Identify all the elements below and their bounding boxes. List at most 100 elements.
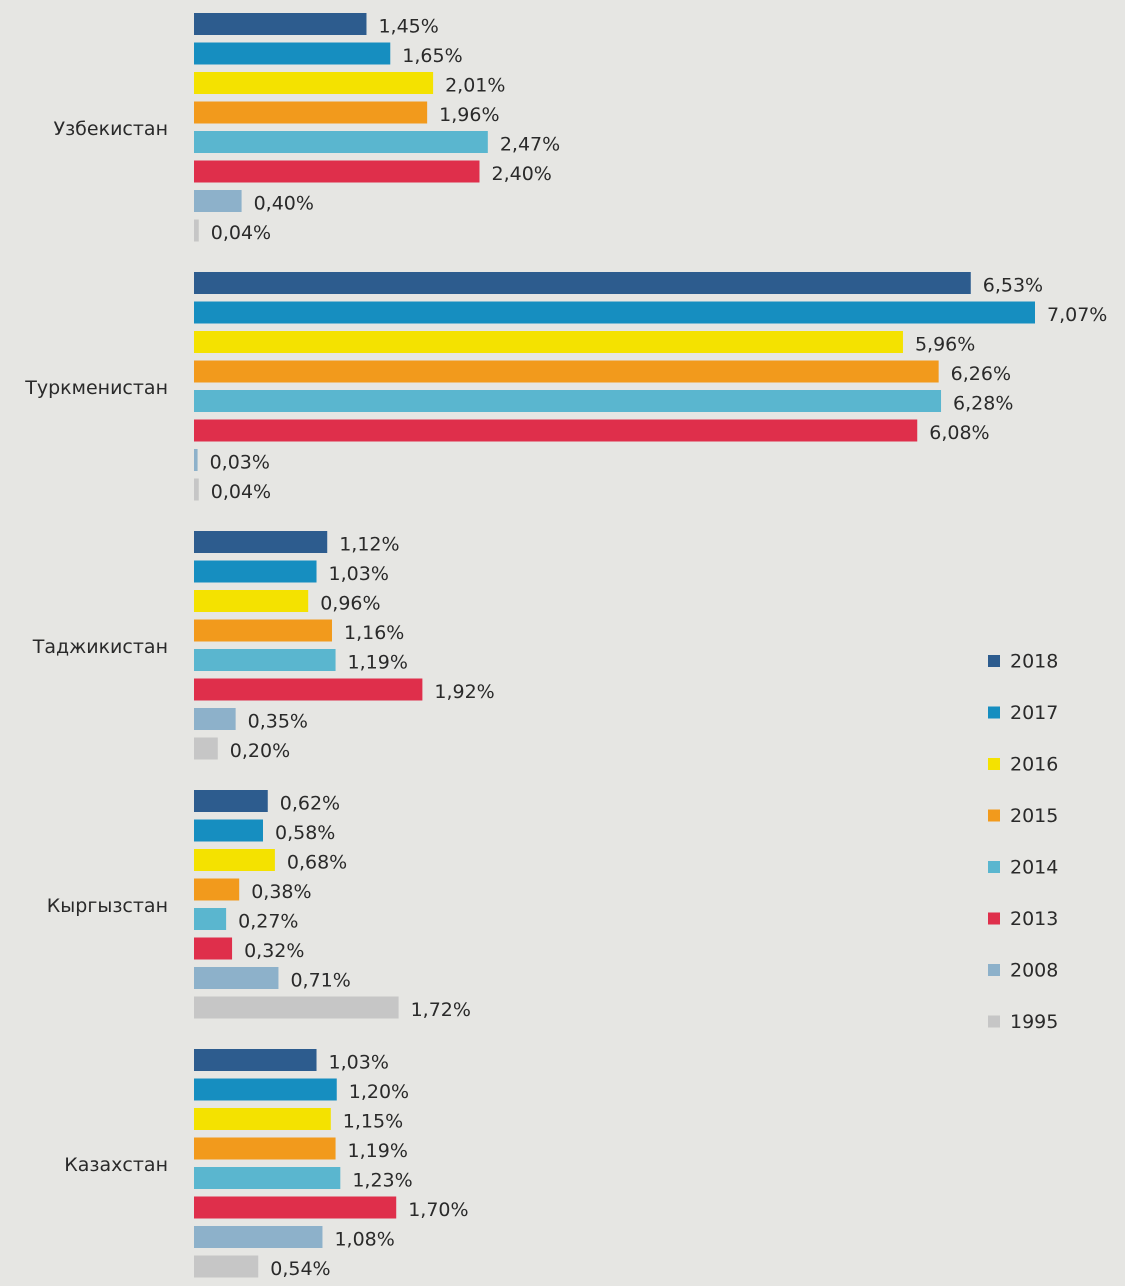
bar: [194, 331, 903, 353]
category-label: Таджикистан: [32, 636, 168, 658]
bar: [194, 1167, 341, 1189]
bar: [194, 790, 268, 812]
value-label: 5,96%: [915, 334, 975, 356]
bar: [194, 449, 198, 471]
legend-label: 2018: [1010, 651, 1058, 673]
value-label: 6,08%: [929, 422, 989, 444]
value-label: 6,53%: [983, 275, 1043, 297]
value-label: 1,19%: [348, 1140, 408, 1162]
legend-swatch: [988, 655, 1000, 667]
legend-swatch: [988, 964, 1000, 976]
legend-label: 2016: [1010, 754, 1058, 776]
value-label: 1,65%: [402, 45, 462, 67]
category-label: Казахстан: [64, 1154, 168, 1176]
value-label: 1,96%: [439, 104, 499, 126]
bar: [194, 419, 918, 442]
category-label: Кыргызстан: [47, 895, 168, 917]
value-label: 0,38%: [251, 881, 311, 903]
bar: [194, 131, 488, 153]
bar: [194, 590, 309, 612]
bar: [194, 1108, 331, 1130]
legend-swatch: [988, 1015, 1000, 1028]
category-label: Узбекистан: [54, 118, 169, 140]
legend-swatch: [988, 912, 1000, 925]
bar: [194, 1137, 336, 1160]
legend-label: 2013: [1010, 908, 1058, 930]
bar: [194, 708, 236, 730]
value-label: 1,16%: [344, 622, 404, 644]
bar: [194, 301, 1035, 324]
legend-label: 2008: [1010, 960, 1058, 982]
value-label: 1,15%: [343, 1111, 403, 1133]
value-label: 0,68%: [287, 852, 347, 874]
value-label: 1,45%: [378, 16, 438, 38]
bar: [194, 219, 199, 242]
legend-label: 2017: [1010, 702, 1058, 724]
bar: [194, 649, 336, 671]
legend-swatch: [988, 809, 1000, 822]
value-label: 0,71%: [290, 970, 350, 992]
bar: [194, 13, 367, 35]
legend-swatch: [988, 706, 1000, 719]
bar: [194, 478, 199, 501]
bar: [194, 72, 434, 94]
bar: [194, 937, 233, 960]
category-label: Туркменистан: [24, 377, 168, 399]
bar: [194, 190, 242, 212]
bar: [194, 849, 275, 871]
value-label: 1,70%: [408, 1199, 468, 1221]
bar: [194, 908, 227, 930]
value-label: 1,12%: [339, 534, 399, 556]
bar: [194, 1078, 337, 1101]
value-label: 0,04%: [211, 222, 271, 244]
value-label: 1,20%: [349, 1081, 409, 1103]
bar: [194, 390, 942, 412]
legend-label: 1995: [1010, 1011, 1058, 1033]
legend-label: 2014: [1010, 857, 1058, 879]
bar: [194, 560, 317, 583]
value-label: 0,96%: [320, 593, 380, 615]
value-label: 6,28%: [953, 393, 1013, 415]
value-label: 1,72%: [411, 999, 471, 1021]
value-label: 0,32%: [244, 940, 304, 962]
bar: [194, 160, 480, 183]
bar: [194, 1255, 259, 1278]
value-label: 0,03%: [210, 452, 270, 474]
value-label: 1,08%: [334, 1229, 394, 1251]
legend-label: 2015: [1010, 805, 1058, 827]
value-label: 1,19%: [348, 652, 408, 674]
bar: [194, 101, 428, 124]
value-label: 0,20%: [230, 740, 290, 762]
value-label: 0,54%: [270, 1258, 330, 1280]
value-label: 2,47%: [500, 134, 560, 156]
bar: [194, 737, 218, 760]
bar: [194, 819, 263, 842]
legend-swatch: [988, 758, 1000, 770]
value-label: 1,23%: [352, 1170, 412, 1192]
bar: [194, 619, 332, 642]
bar: [194, 360, 939, 383]
bar: [194, 678, 423, 701]
bar: [194, 272, 971, 294]
bar: [194, 531, 328, 553]
bar: [194, 878, 240, 901]
value-label: 0,62%: [280, 793, 340, 815]
value-label: 0,40%: [254, 193, 314, 215]
value-label: 0,35%: [248, 711, 308, 733]
value-label: 1,03%: [329, 1052, 389, 1074]
value-label: 6,26%: [951, 363, 1011, 385]
value-label: 0,58%: [275, 822, 335, 844]
value-label: 1,92%: [434, 681, 494, 703]
bar: [194, 42, 391, 65]
bar: [194, 1226, 323, 1248]
value-label: 2,01%: [445, 75, 505, 97]
bar: [194, 967, 279, 989]
bar: [194, 996, 399, 1019]
value-label: 2,40%: [491, 163, 551, 185]
bar: [194, 1196, 397, 1219]
value-label: 0,27%: [238, 911, 298, 933]
value-label: 7,07%: [1047, 304, 1107, 326]
value-label: 0,04%: [211, 481, 271, 503]
